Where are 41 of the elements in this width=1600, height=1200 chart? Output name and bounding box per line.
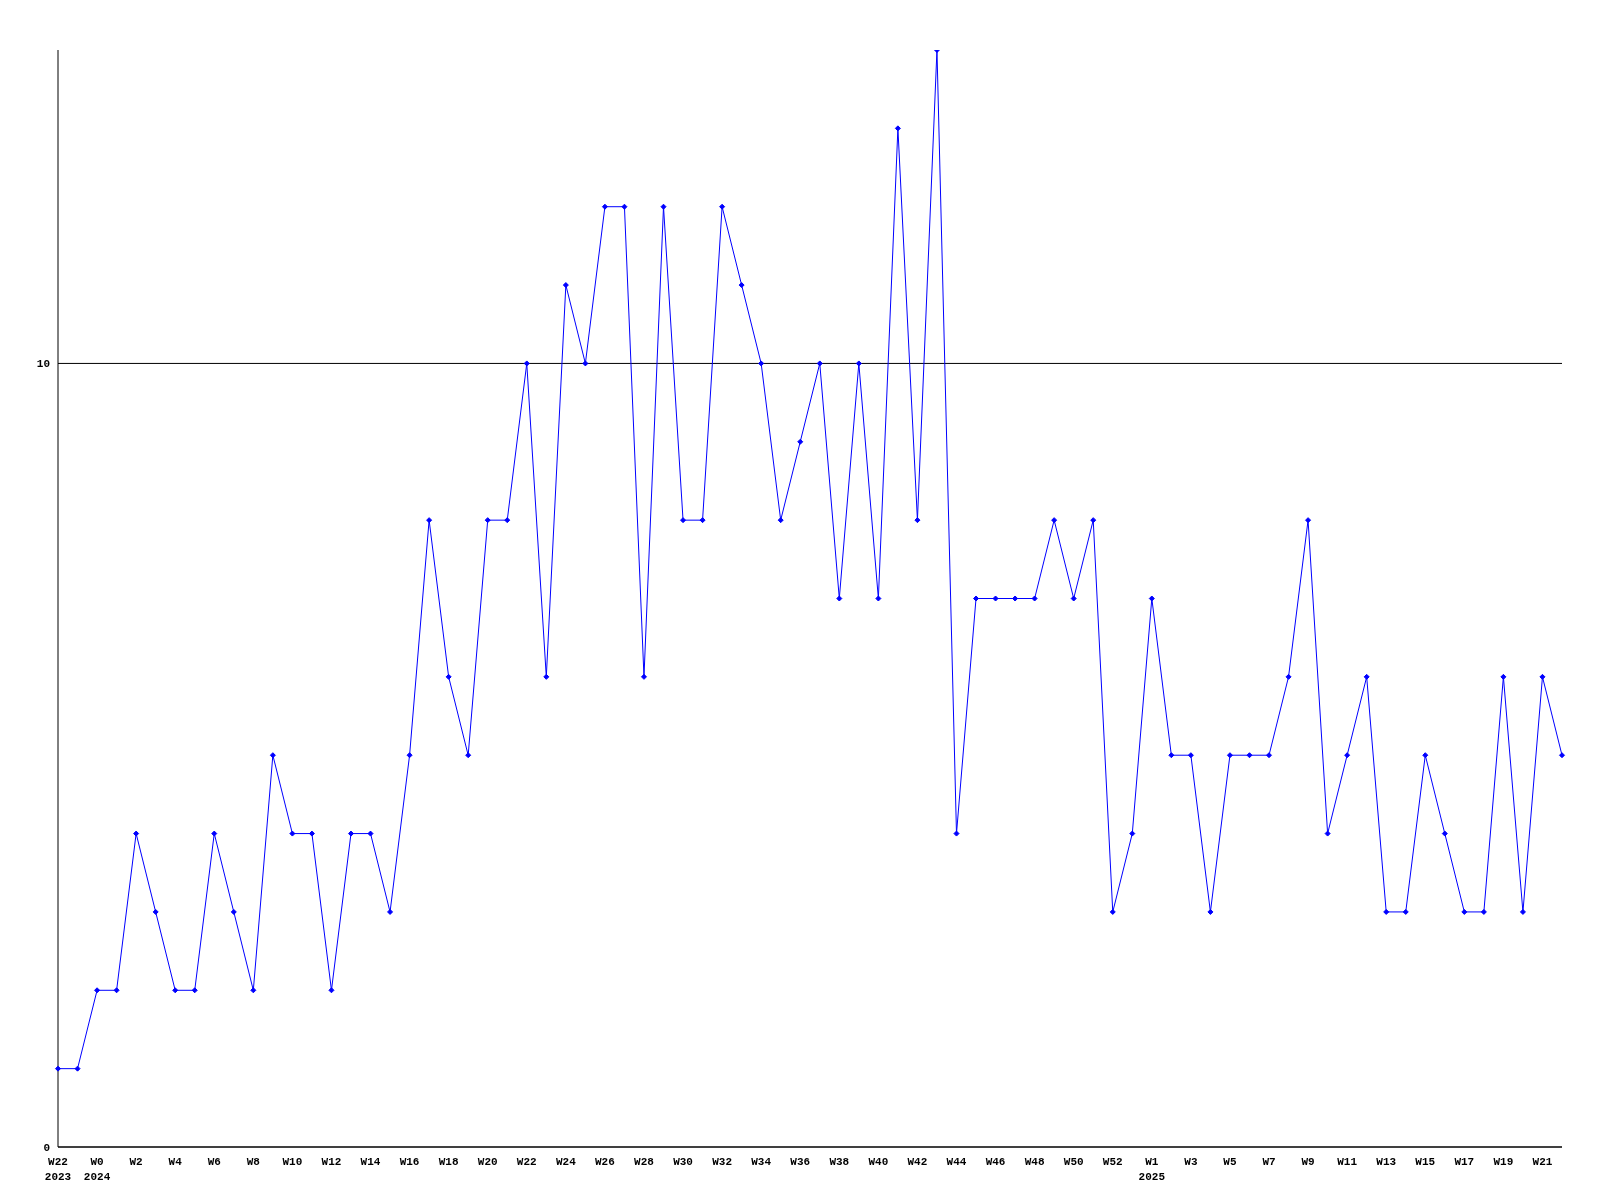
x-tick-label: W16 (399, 1156, 420, 1168)
x-tick-label: W4 (168, 1156, 183, 1168)
x-tick-label: W3 (1184, 1156, 1198, 1168)
x-tick-label: W20 (477, 1156, 498, 1168)
x-tick-label: W48 (1024, 1156, 1045, 1168)
x-tick-label: W0 2024 (83, 1156, 111, 1183)
x-tick-label: W10 (282, 1156, 303, 1168)
x-tick-label: W11 (1337, 1156, 1358, 1168)
x-tick-label: W24 (555, 1156, 577, 1168)
x-tick-label: W26 (595, 1156, 615, 1168)
x-tick-label: W18 (438, 1156, 459, 1168)
x-tick-label: W8 (246, 1156, 261, 1168)
x-tick-label: W38 (829, 1156, 850, 1168)
x-tick-label: W22 2023 (44, 1156, 72, 1183)
x-tick-label: W44 (946, 1156, 967, 1168)
x-tick-label: W1 2025 (1138, 1156, 1166, 1183)
x-tick-label: W36 (790, 1156, 811, 1168)
x-tick-label: W50 (1063, 1156, 1084, 1168)
x-tick-label: W5 (1223, 1156, 1237, 1168)
x-tick-label: W14 (360, 1156, 381, 1168)
x-tick-label: W15 (1415, 1156, 1436, 1168)
x-tick-label: W46 (985, 1156, 1006, 1168)
x-tick-label: W22 (516, 1156, 537, 1168)
x-tick-label: W12 (321, 1156, 342, 1168)
x-tick-label: W52 (1102, 1156, 1123, 1168)
x-tick-label: W40 (868, 1156, 889, 1168)
x-tick-label: W28 (634, 1156, 655, 1168)
y-tick-label: 10 (36, 358, 50, 371)
x-tick-label: W6 (207, 1156, 221, 1168)
x-tick-label: W42 (907, 1156, 928, 1168)
x-tick-label: W34 (751, 1156, 772, 1168)
x-tick-label: W17 (1454, 1156, 1475, 1168)
x-tick-label: W13 (1376, 1156, 1397, 1168)
x-tick-label: W2 (129, 1156, 143, 1168)
x-tick-label: W7 (1262, 1156, 1276, 1168)
x-tick-label: W32 (712, 1156, 733, 1168)
x-tick-label: W19 (1493, 1156, 1514, 1168)
y-tick-label: 0 (43, 1141, 50, 1154)
x-tick-label: W9 (1301, 1156, 1315, 1168)
x-tick-label: W21 (1532, 1156, 1553, 1168)
x-tick-label: W30 (673, 1156, 693, 1168)
